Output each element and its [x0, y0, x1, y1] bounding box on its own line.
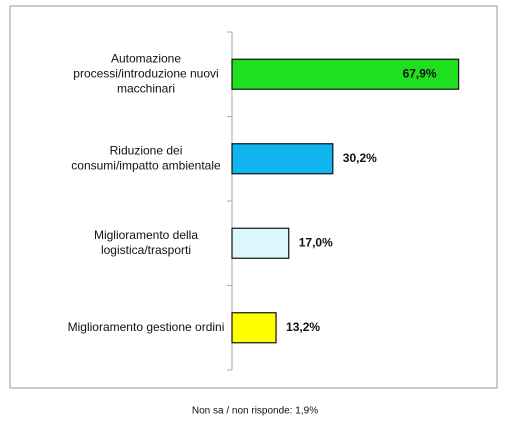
bar — [231, 312, 277, 344]
value-label: 67,9% — [403, 66, 437, 80]
category-label: Miglioramento della — [94, 228, 198, 242]
category-label: Miglioramento gestione ordini — [68, 320, 225, 334]
bar — [231, 227, 290, 259]
bar — [231, 143, 334, 175]
bar — [231, 58, 460, 90]
value-label: 30,2% — [343, 151, 377, 165]
footnote: Non sa / non risponde: 1,9% — [192, 406, 318, 417]
value-label: 17,0% — [299, 235, 333, 249]
category-label: logistica/trasporti — [101, 243, 191, 257]
category-label: Automazione — [111, 51, 181, 65]
value-label: 13,2% — [286, 320, 320, 334]
category-label: macchinari — [117, 81, 175, 95]
category-label: consumi/impatto ambientale — [71, 158, 221, 172]
category-label: processi/introduzione nuovi — [73, 66, 218, 80]
category-label: Riduzione dei — [110, 143, 183, 157]
